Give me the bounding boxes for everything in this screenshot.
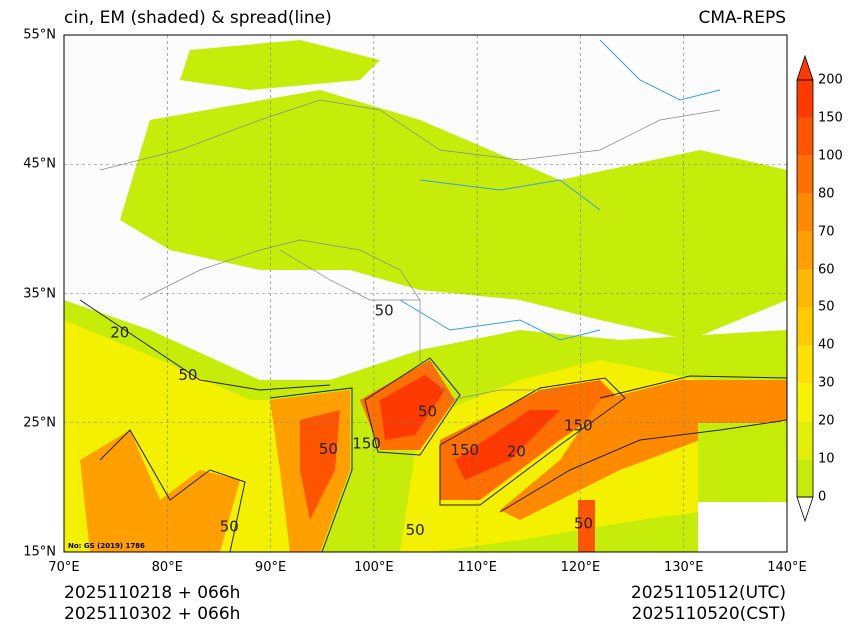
cin-region-northeast (700, 180, 787, 260)
inset-panel (698, 423, 787, 502)
colorbar-frame (796, 79, 814, 498)
valid-time-cst: 2025110520(CST) (631, 604, 786, 624)
map-approval-number: No: GS (2019) 1786 (68, 542, 145, 550)
contour-line (499, 419, 787, 513)
colorbar-segment (797, 155, 813, 194)
colorbar-tick-label: 40 (818, 337, 835, 353)
colorbar-tick-label: 150 (818, 110, 843, 126)
colorbar-tick-label: 20 (818, 413, 835, 429)
colorbar-tick-label: 50 (818, 299, 835, 315)
lat-tick-label: 15°N (23, 544, 56, 560)
lon-tick-label: 90°E (254, 560, 287, 575)
colorbar-tick-label: 60 (818, 262, 835, 278)
colorbar (796, 54, 814, 523)
cin-red-philippines (578, 500, 595, 552)
colorbar-tick-label: 100 (818, 148, 843, 164)
init-time-cst: 2025110302 + 066h (64, 604, 241, 624)
colorbar-tick-label: 10 (818, 451, 835, 467)
country-border (99, 99, 721, 171)
contour-line (439, 377, 626, 506)
contour-label: 50 (375, 301, 394, 319)
contour-labels: 50 150 150 20 150 50 50 50 50 20 50 50 (110, 301, 593, 539)
contour-label: 50 (406, 521, 425, 539)
country-border (139, 239, 560, 401)
colorbar-segment (797, 345, 813, 384)
contour-label: 50 (574, 515, 593, 533)
cin-orange-pacific (500, 380, 787, 520)
lat-tick-label: 25°N (23, 415, 56, 431)
inset-blank (698, 502, 787, 552)
colorbar-segment (797, 421, 813, 460)
cin-orange-india (80, 430, 240, 552)
colorbar-segment (797, 193, 813, 232)
init-time-utc: 2025110218 + 066h (64, 583, 241, 603)
colorbar-segment (797, 231, 813, 270)
lon-tick-label: 130°E (663, 560, 704, 575)
colorbar-segment (797, 307, 813, 346)
colorbar-tick-label: 30 (818, 375, 835, 391)
lon-tick-label: 80°E (151, 560, 183, 575)
cin-red-core-1 (380, 375, 445, 440)
gridlines (64, 35, 787, 552)
lon-tick-label: 140°E (767, 560, 807, 575)
valid-time-utc: 2025110512(UTC) (630, 583, 786, 603)
colorbar-segment (797, 383, 813, 422)
contour-label: 20 (507, 442, 526, 460)
colorbar-segment (797, 80, 813, 118)
lat-tick-label: 35°N (23, 286, 56, 301)
colorbar-min-arrow (796, 496, 814, 523)
contour-line (79, 299, 331, 391)
cin-shading (64, 39, 787, 552)
contour-line (364, 357, 461, 456)
contour-line (99, 429, 246, 552)
contour-label: 150 (352, 435, 381, 453)
province-border (279, 249, 420, 301)
cin-red-core-2 (455, 410, 560, 480)
model-name: CMA-REPS (698, 8, 786, 28)
contour-line (599, 375, 787, 399)
colorbar-tick-label: 0 (818, 489, 827, 505)
contour-label: 20 (110, 323, 129, 341)
contour-line (269, 387, 353, 552)
lon-tick-label: 70°E (48, 560, 80, 575)
lon-tick-label: 110°E (457, 560, 497, 575)
colorbar-segment (797, 269, 813, 308)
cin-red-core-3 (300, 410, 340, 520)
contour-label: 50 (418, 402, 437, 420)
river (419, 179, 601, 211)
river (599, 39, 721, 101)
colorbar-tick-label: 200 (818, 72, 843, 88)
contour-label: 50 (220, 517, 239, 535)
lon-tick-label: 120°E (560, 560, 601, 575)
contour-label: 50 (178, 366, 197, 384)
colorbar-tick-label: 70 (818, 224, 835, 240)
lon-tick-label: 100°E (354, 560, 394, 575)
colorbar-segment (797, 459, 813, 497)
colorbar-segment (797, 117, 813, 156)
cin-region-north (120, 90, 787, 340)
colorbar-max-arrow (796, 54, 814, 81)
river (399, 299, 601, 341)
lat-tick-label: 55°N (23, 27, 56, 43)
colorbar-tick-label: 80 (818, 186, 835, 202)
contour-label: 50 (319, 440, 338, 458)
chart-title: cin, EM (shaded) & spread(line) (64, 8, 332, 28)
lat-tick-label: 45°N (23, 156, 56, 172)
contour-label: 150 (564, 417, 593, 435)
cin-region-mongolia (180, 40, 380, 90)
contour-label: 150 (450, 441, 479, 459)
map-frame (63, 34, 788, 553)
